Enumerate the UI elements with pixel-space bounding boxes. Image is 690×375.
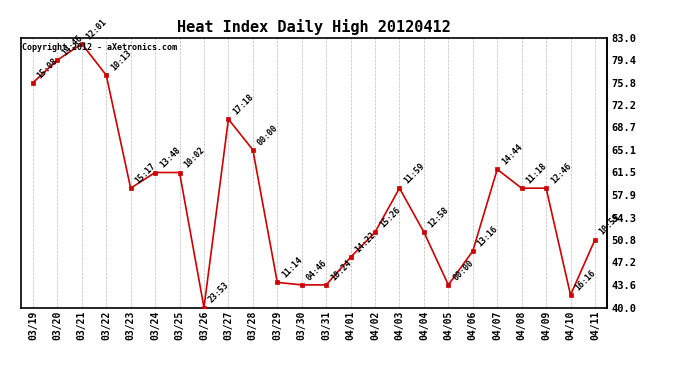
Text: 11:14: 11:14	[280, 256, 304, 280]
Text: 00:00: 00:00	[255, 123, 279, 147]
Text: 14:46: 14:46	[60, 33, 84, 57]
Text: 11:59: 11:59	[402, 161, 426, 185]
Text: 10:24: 10:24	[329, 258, 353, 282]
Text: 10:59: 10:59	[598, 213, 622, 237]
Text: 13:48: 13:48	[158, 146, 182, 170]
Text: 12:58: 12:58	[426, 206, 451, 230]
Text: 14:22: 14:22	[353, 231, 377, 255]
Text: 13:16: 13:16	[475, 224, 500, 248]
Text: 10:13: 10:13	[109, 48, 133, 72]
Text: 15:17: 15:17	[133, 161, 157, 185]
Text: 23:53: 23:53	[207, 280, 230, 305]
Text: 15:08: 15:08	[36, 56, 60, 80]
Text: 15:26: 15:26	[378, 206, 402, 230]
Text: Copyright 2012 - aXetronics.com: Copyright 2012 - aXetronics.com	[22, 43, 177, 52]
Text: 04:46: 04:46	[304, 258, 328, 282]
Text: 14:44: 14:44	[500, 142, 524, 166]
Title: Heat Index Daily High 20120412: Heat Index Daily High 20120412	[177, 19, 451, 35]
Text: 12:01: 12:01	[85, 17, 108, 41]
Text: 17:18: 17:18	[231, 92, 255, 116]
Text: 00:00: 00:00	[451, 258, 475, 282]
Text: 12:46: 12:46	[549, 161, 573, 185]
Text: 16:16: 16:16	[573, 268, 598, 292]
Text: 11:18: 11:18	[524, 161, 549, 185]
Text: 10:02: 10:02	[182, 146, 206, 170]
